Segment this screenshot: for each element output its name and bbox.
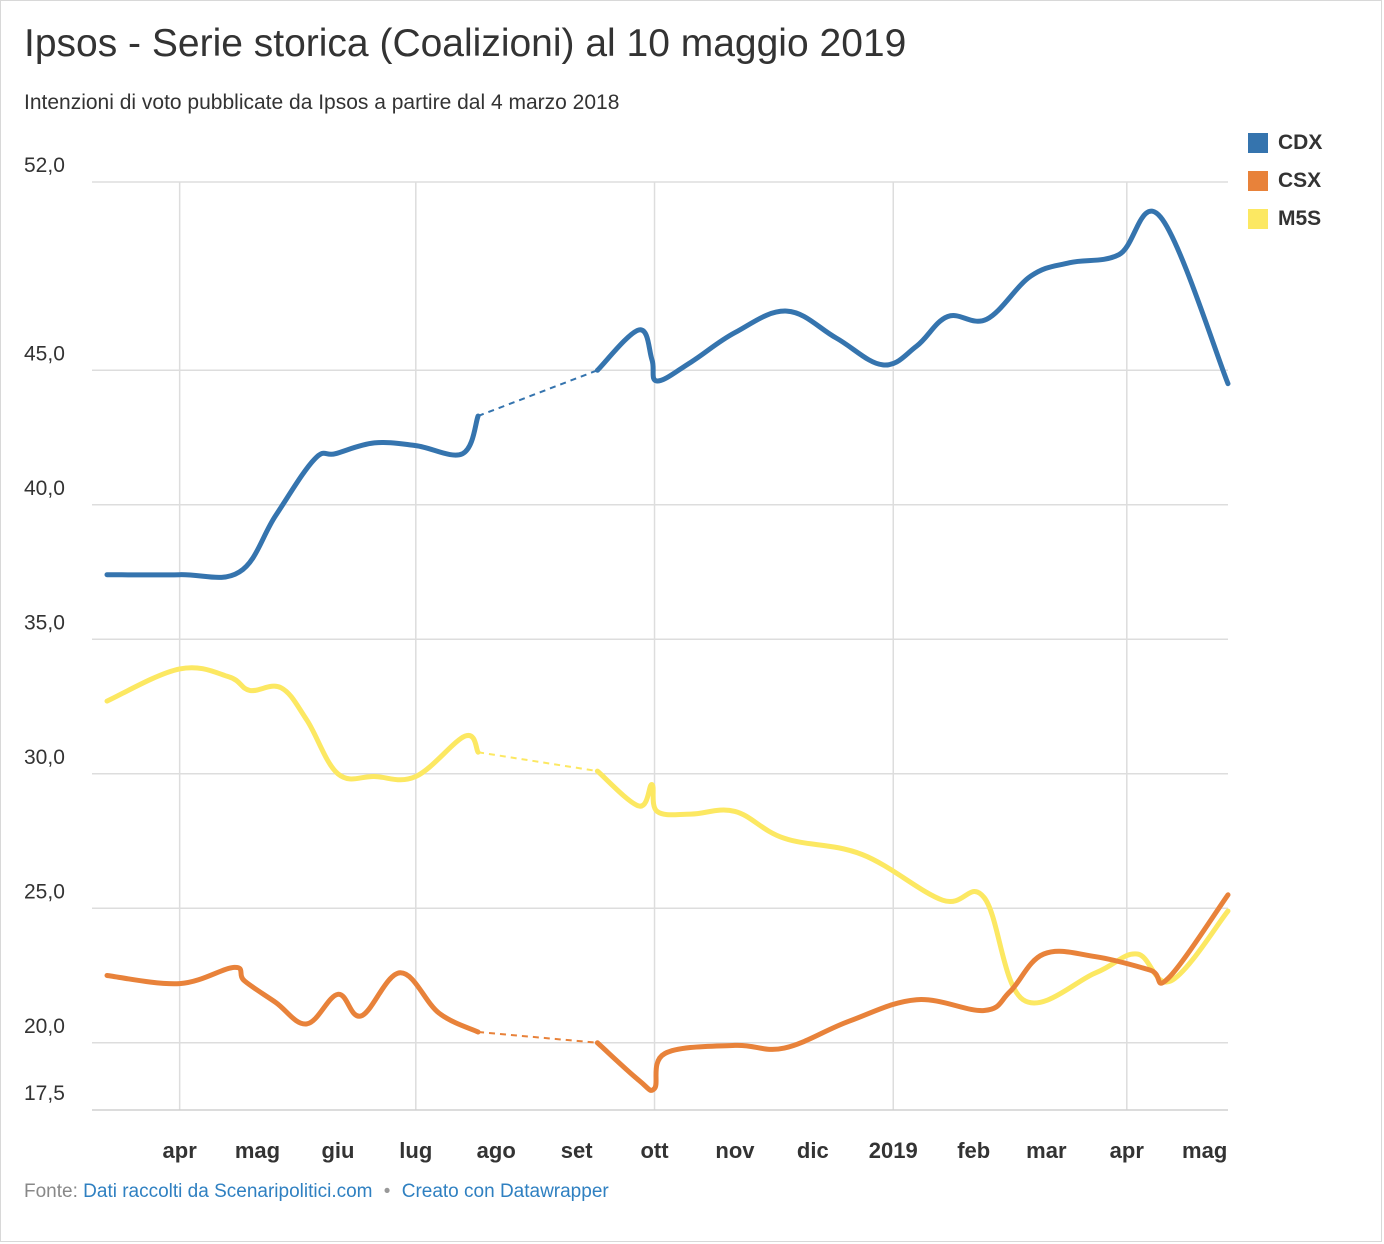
x-tick-label: ott — [640, 1138, 669, 1163]
x-tick-label: mag — [235, 1138, 280, 1163]
y-tick-label: 40,0 — [24, 477, 65, 500]
legend-item-m5s: M5S — [1248, 200, 1322, 238]
chart-footer: Fonte: Dati raccolti da Scenaripolitici.… — [24, 1181, 609, 1203]
x-tick-label: feb — [957, 1138, 990, 1163]
x-tick-label: mag — [1182, 1138, 1227, 1163]
y-tick-label: 30,0 — [24, 746, 65, 769]
series-gap-m5s — [477, 751, 598, 773]
x-tick-label: mar — [1026, 1138, 1067, 1163]
x-tick-label: set — [561, 1138, 593, 1163]
series-line-csx-part1 — [104, 964, 481, 1035]
y-tick-label: 25,0 — [24, 880, 65, 903]
chart-legend: CDX CSX M5S — [1248, 124, 1322, 238]
legend-item-cdx: CDX — [1248, 124, 1322, 162]
y-tick-label: 35,0 — [24, 611, 65, 634]
legend-swatch-csx — [1248, 171, 1268, 191]
y-tick-label: 20,0 — [24, 1015, 65, 1038]
legend-swatch-cdx — [1248, 133, 1268, 153]
x-tick-label: dic — [797, 1138, 829, 1163]
series-csx — [104, 892, 1231, 1093]
y-tick-label: 52,0 — [24, 154, 65, 177]
legend-item-csx: CSX — [1248, 162, 1322, 200]
series-line-cdx-part1 — [104, 413, 481, 580]
footer-separator: • — [383, 1181, 391, 1202]
x-tick-label: nov — [715, 1138, 755, 1163]
series-gap-csx — [477, 1030, 598, 1044]
series-cdx — [104, 208, 1231, 580]
x-tick-label: ago — [477, 1138, 516, 1163]
x-tick-label: lug — [399, 1138, 432, 1163]
series-line-m5s-part2 — [594, 768, 1231, 1006]
series-m5s — [104, 665, 1231, 1006]
legend-label-csx: CSX — [1278, 169, 1322, 192]
x-tick-label: 2019 — [869, 1138, 918, 1163]
series-line-cdx-part2 — [594, 208, 1231, 387]
legend-swatch-m5s — [1248, 209, 1268, 229]
legend-label-m5s: M5S — [1278, 207, 1322, 230]
series-gap-cdx — [477, 369, 598, 417]
legend-label-cdx: CDX — [1278, 131, 1323, 154]
series-line-m5s-part1 — [104, 665, 481, 783]
source-link[interactable]: Dati raccolti da Scenaripolitici.com — [83, 1181, 373, 1202]
source-label: Fonte: — [24, 1181, 78, 1202]
x-tick-label: giu — [321, 1138, 354, 1163]
y-tick-label: 45,0 — [24, 342, 65, 365]
chart-subtitle: Intenzioni di voto pubblicate da Ipsos a… — [24, 91, 620, 114]
chart-title: Ipsos - Serie storica (Coalizioni) al 10… — [24, 22, 907, 65]
y-tick-label: 17,5 — [24, 1082, 65, 1105]
datawrapper-link[interactable]: Creato con Datawrapper — [401, 1181, 609, 1202]
x-tick-label: apr — [163, 1138, 198, 1163]
x-tick-label: apr — [1110, 1138, 1145, 1163]
series-line-csx-part2 — [594, 892, 1231, 1093]
